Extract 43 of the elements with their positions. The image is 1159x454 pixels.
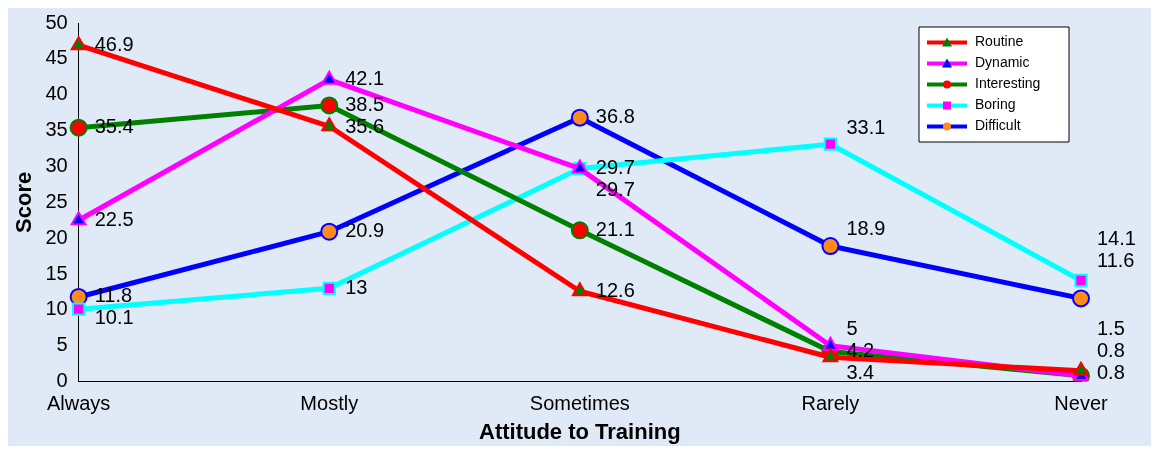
data-label: 11.8 (94, 284, 133, 307)
data-label: 0.8 (1097, 339, 1125, 362)
y-axis-title: Score (11, 171, 37, 233)
y-tick-label: 20 (45, 225, 68, 248)
x-tick-label: Sometimes (529, 392, 630, 415)
data-label: 20.9 (345, 219, 385, 242)
y-tick-label: 15 (45, 261, 68, 284)
legend-label: Routine (975, 33, 1024, 50)
x-axis-title: Attitude to Training (478, 418, 681, 444)
data-label: 10.1 (94, 306, 134, 329)
data-label: 21.1 (595, 217, 635, 240)
legend-label: Interesting (975, 75, 1041, 92)
x-tick-label: Always (46, 392, 111, 415)
data-label: 18.9 (846, 217, 886, 240)
y-tick-label: 25 (45, 189, 68, 212)
y-tick-label: 50 (45, 10, 68, 33)
data-label: 42.1 (345, 67, 385, 90)
data-label: 36.8 (595, 105, 635, 128)
y-tick-label: 35 (45, 118, 68, 141)
data-label: 38.5 (345, 92, 385, 115)
data-label: 3.4 (846, 361, 875, 384)
data-label: 0.8 (1097, 361, 1125, 384)
data-label: 12.6 (595, 278, 635, 301)
data-label: 13 (345, 275, 368, 298)
data-label: 14.1 (1097, 226, 1136, 249)
legend-label: Difficult (975, 117, 1021, 134)
x-tick-label: Never (1054, 392, 1109, 415)
data-label: 1.5 (1097, 317, 1125, 340)
data-label: 11.6 (1097, 248, 1135, 271)
data-label: 5 (846, 317, 858, 340)
y-tick-label: 30 (45, 153, 68, 176)
data-label: 22.5 (94, 207, 134, 230)
data-label: 33.1 (846, 115, 886, 138)
y-tick-label: 40 (45, 82, 68, 105)
x-tick-label: Mostly (300, 392, 359, 415)
y-tick-label: 45 (45, 46, 68, 69)
y-tick-label: 5 (56, 333, 68, 356)
legend-label: Boring (975, 96, 1016, 113)
data-label: 46.9 (94, 32, 134, 55)
x-tick-label: Rarely (801, 392, 860, 415)
y-tick-label: 0 (56, 369, 68, 392)
legend-label: Dynamic (975, 54, 1030, 71)
y-tick-label: 10 (45, 297, 68, 320)
